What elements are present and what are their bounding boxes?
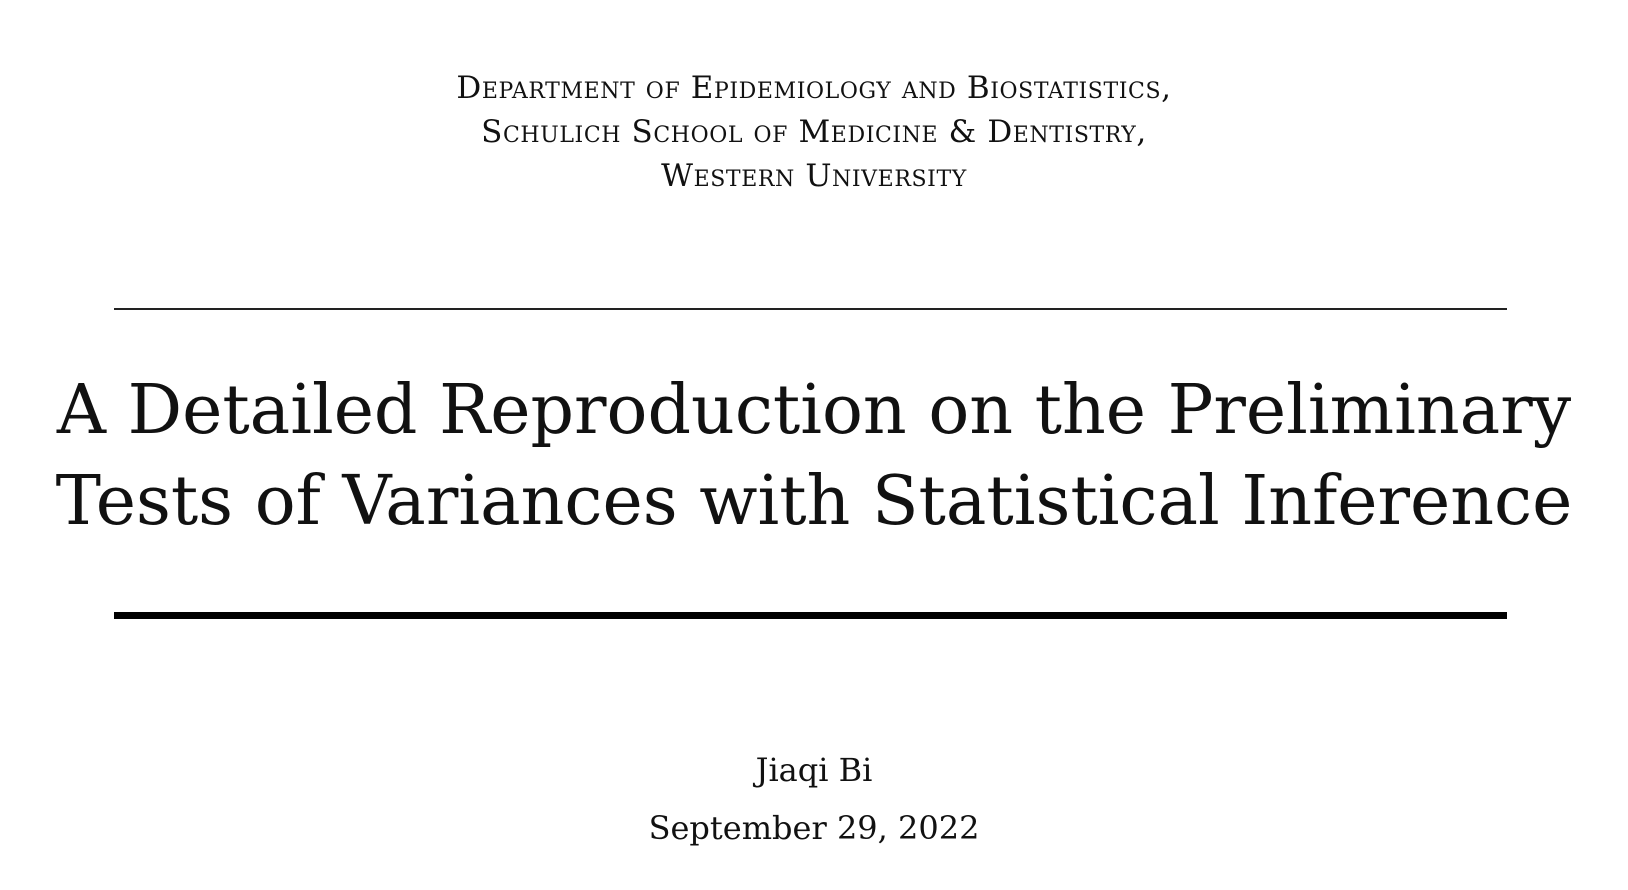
- paper-title-line-2: Tests of Variances with Statistical Infe…: [55, 462, 1573, 541]
- affiliation-block: Department of Epidemiology and Biostatis…: [0, 66, 1628, 198]
- bottom-divider: [114, 612, 1507, 619]
- affiliation-school: Schulich School of Medicine & Dentistry,: [481, 114, 1147, 150]
- publication-date: September 29, 2022: [648, 809, 980, 847]
- top-divider: [114, 308, 1507, 310]
- paper-title: A Detailed Reproduction on the Prelimina…: [0, 365, 1628, 547]
- author-name: Jiaqi Bi: [755, 751, 873, 789]
- paper-title-line-1: A Detailed Reproduction on the Prelimina…: [56, 371, 1572, 450]
- affiliation-university: Western University: [661, 158, 967, 194]
- affiliation-department: Department of Epidemiology and Biostatis…: [456, 70, 1172, 106]
